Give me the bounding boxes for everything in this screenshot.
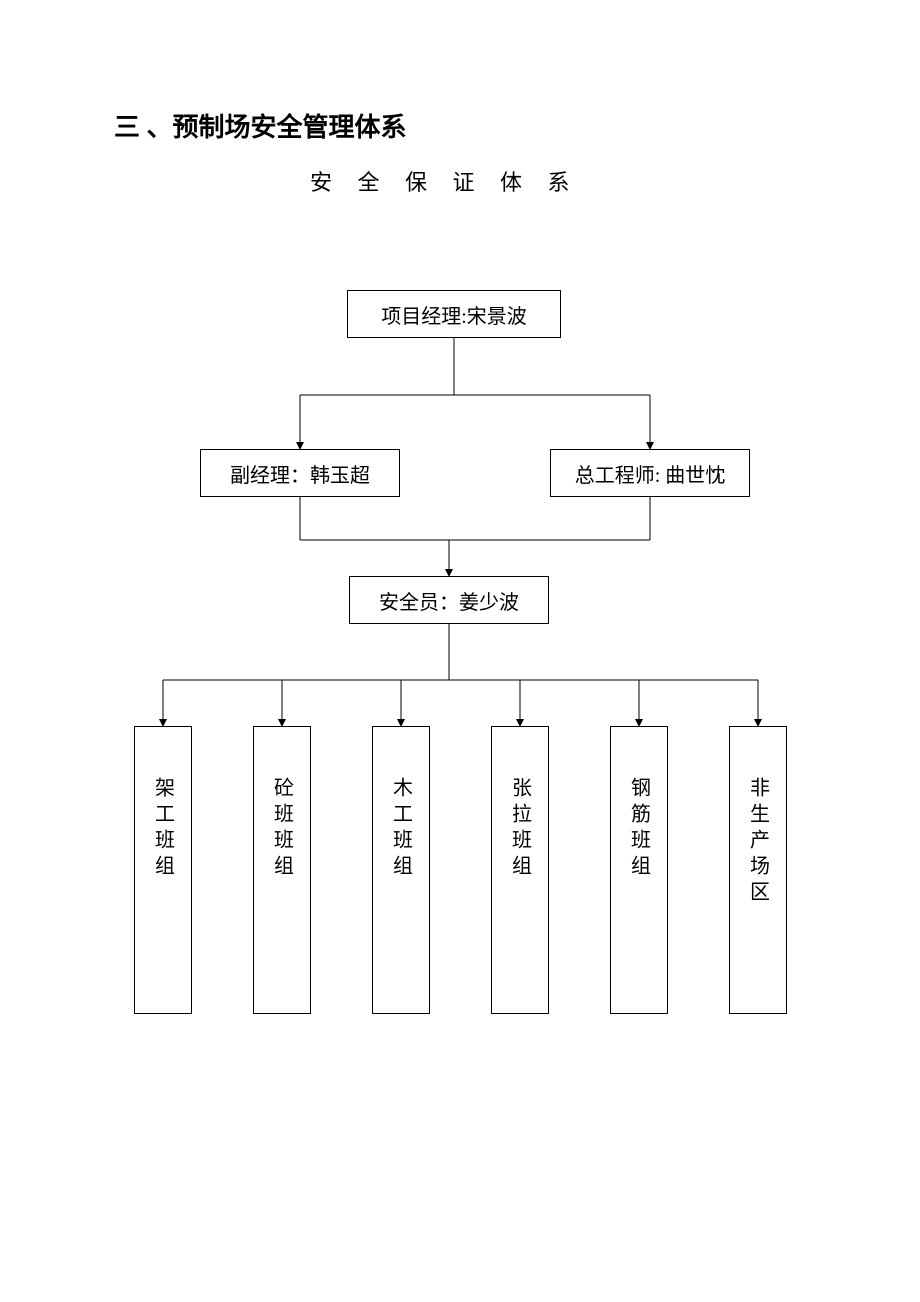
org-leaf-node: 张拉班组 xyxy=(491,726,549,1014)
org-leaf-node: 钢筋班组 xyxy=(610,726,668,1014)
org-leaf-node: 架工班组 xyxy=(134,726,192,1014)
leaf-label: 砼班班组 xyxy=(268,777,297,881)
leaf-label: 张拉班组 xyxy=(506,777,535,881)
org-leaf-node: 砼班班组 xyxy=(253,726,311,1014)
org-node: 总工程师: 曲世忱 xyxy=(550,449,750,497)
leaf-label: 架工班组 xyxy=(149,777,178,881)
org-node: 副经理：韩玉超 xyxy=(200,449,400,497)
org-node: 安全员：姜少波 xyxy=(349,576,549,624)
leaf-label: 非生产场区 xyxy=(744,777,773,907)
subtitle: 安 全 保 证 体 系 xyxy=(310,165,580,197)
org-leaf-node: 木工班组 xyxy=(372,726,430,1014)
leaf-label: 木工班组 xyxy=(387,777,416,881)
org-node: 项目经理:宋景波 xyxy=(347,290,561,338)
org-leaf-node: 非生产场区 xyxy=(729,726,787,1014)
page-title: 三 、预制场安全管理体系 xyxy=(114,107,407,144)
leaf-label: 钢筋班组 xyxy=(625,777,654,881)
